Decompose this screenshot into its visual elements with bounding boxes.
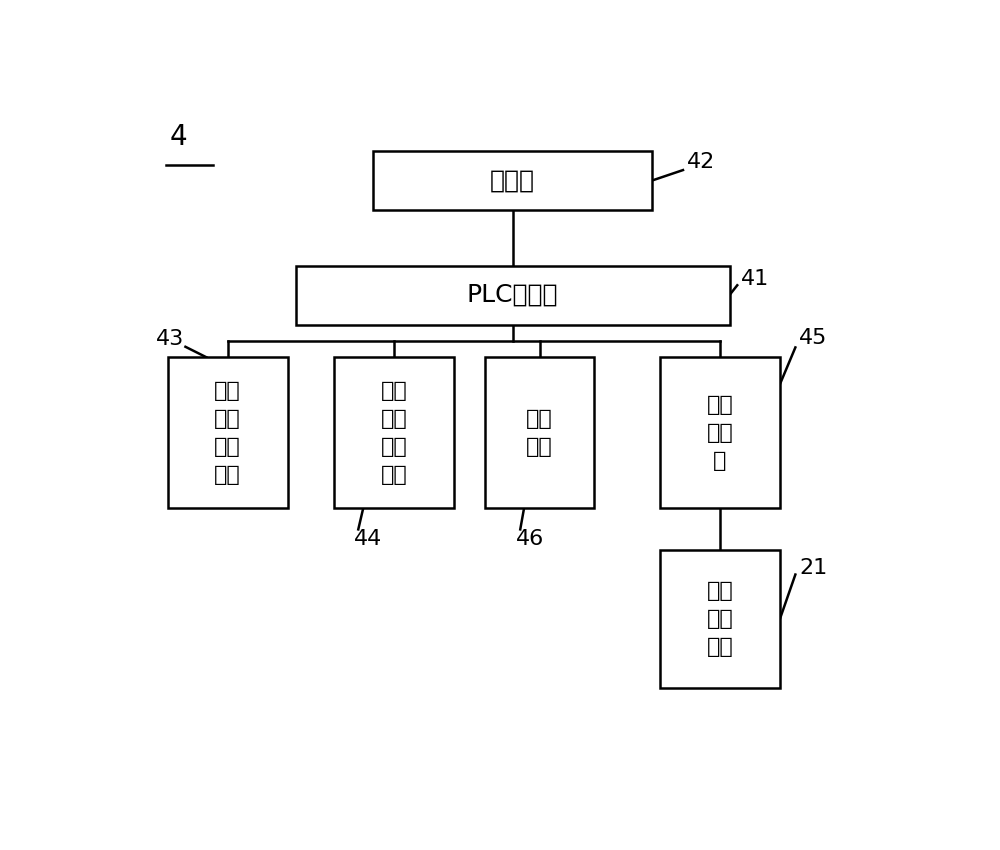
Text: 对射
式激
光传
感器: 对射 式激 光传 感器 xyxy=(381,381,408,484)
Text: 触摸屏: 触摸屏 xyxy=(490,168,535,193)
Bar xyxy=(373,151,652,210)
Text: 41: 41 xyxy=(741,269,769,289)
Bar xyxy=(168,357,288,507)
Text: 42: 42 xyxy=(687,152,715,173)
Bar xyxy=(296,266,730,325)
Bar xyxy=(334,357,454,507)
Text: 单圈
绝对
值编
码器: 单圈 绝对 值编 码器 xyxy=(214,381,241,484)
Text: 43: 43 xyxy=(156,329,184,349)
Text: 电机
驱动
器: 电机 驱动 器 xyxy=(706,394,733,471)
Bar xyxy=(660,550,780,688)
Text: 4: 4 xyxy=(170,123,188,151)
Text: 21: 21 xyxy=(799,558,828,578)
Bar xyxy=(485,357,594,507)
Text: 直流
无刷
电机: 直流 无刷 电机 xyxy=(706,581,733,657)
Bar xyxy=(660,357,780,507)
Text: PLC控制器: PLC控制器 xyxy=(467,283,558,307)
Text: 45: 45 xyxy=(799,327,828,348)
Text: 44: 44 xyxy=(354,530,383,549)
Text: 限位
机构: 限位 机构 xyxy=(526,409,553,456)
Text: 46: 46 xyxy=(516,530,545,549)
